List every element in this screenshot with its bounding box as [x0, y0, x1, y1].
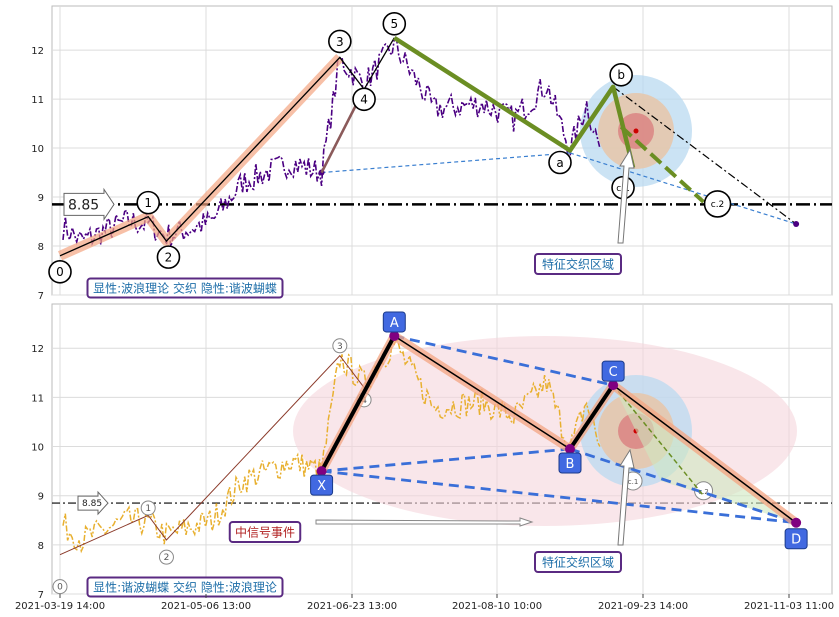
bottom-faint-wave-label: c.2: [698, 488, 709, 496]
bottom-faint-wave-label: 3: [337, 342, 343, 352]
x-tick-label: 2021-06-23 13:00: [307, 601, 397, 612]
bottom-y-tick-label: 10: [31, 443, 44, 454]
bottom-faint-wave-circle: [332, 338, 348, 354]
x-tick-label: 2021-08-10 10:00: [452, 601, 542, 612]
bottom-y-tick-label: 8: [38, 541, 44, 552]
bottom-annotation-label-box: [534, 551, 622, 573]
bottom-faint-wave-label: 0: [57, 583, 63, 593]
bottom-faint-wave-label: c.1: [628, 478, 639, 486]
top-wave-label-a-circle: [548, 150, 572, 175]
bottom-harmonic-label-X: X: [317, 479, 326, 494]
top-trendline-bd: [612, 86, 797, 225]
bottom-harmonic-marker-A: [382, 311, 406, 333]
bottom-harmonic-point-B: [565, 444, 575, 454]
bottom-price-series: [62, 336, 601, 554]
bottom-harmonic-marker-X: [310, 474, 334, 496]
top-point-d: [793, 220, 800, 227]
top-wave-c2-leg: [619, 125, 705, 204]
top-annotation-arrow: [617, 148, 635, 244]
bottom-harmonic-dash-BD: [569, 447, 797, 525]
bottom-harmonic-point-D: [791, 517, 802, 528]
x-tick-label: 2021-05-06 13:00: [161, 601, 251, 612]
top-trendline-ad: [569, 152, 797, 225]
top-wave-label-3-circle: [328, 29, 352, 54]
bottom-price-level-arrow: [77, 490, 109, 516]
bottom-harmonic-label-A: A: [390, 316, 399, 331]
top-wave-label-0-circle: [48, 260, 72, 284]
top-wave-label-b-circle: [609, 63, 633, 87]
top-wave-label-a: a: [556, 156, 563, 170]
top-wave-label-b: b: [617, 68, 625, 82]
top-annotation-label: 特征交织区域: [542, 257, 614, 272]
top-wave-label-5-circle: [382, 12, 407, 36]
top-wave-label-0: 0: [56, 265, 64, 279]
top-wave-impulse-line: [59, 37, 395, 257]
bottom-harmonic-dash-AC: [393, 334, 614, 387]
bottom-y-tick-label: 9: [38, 492, 44, 503]
bottom-event-label-box: [228, 521, 302, 543]
top-caption-box: [86, 277, 284, 299]
top-annotation-label-box: [534, 253, 622, 275]
top-y-tick-label: 10: [31, 144, 44, 155]
bottom-y-tick-label: 11: [31, 393, 44, 404]
bottom-harmonic-marker-B: [558, 452, 582, 474]
top-wave-label-1: 1: [144, 196, 152, 210]
top-wave-label-4-circle: [352, 87, 376, 112]
top-wave-label-c-2: c.2: [711, 200, 725, 210]
top-wave-label-2: 2: [165, 250, 173, 264]
top-y-tick-label: 9: [38, 193, 44, 204]
top-wave-label-3: 3: [336, 35, 344, 49]
top-plot-area: [51, 5, 833, 296]
bottom-annotation-arrow: [617, 448, 635, 546]
bottom-harmonic-marker-D: [784, 528, 808, 550]
bottom-y-tick-label: 7: [38, 590, 44, 601]
bottom-event-arrow: [315, 517, 534, 527]
bottom-price-level-label: 8.85: [82, 499, 102, 509]
bottom-caption-box: [86, 576, 284, 598]
x-tick-label: 2021-03-19 14:00: [15, 601, 105, 612]
top-caption: 显性:波浪理论 交织 隐性:谐波蝴蝶: [93, 281, 277, 296]
bottom-caption: 显性:谐波蝴蝶 交织 隐性:波浪理论: [93, 580, 277, 595]
bottom-harmonic-marker-C: [601, 360, 625, 382]
top-wave-label-2-circle: [156, 245, 181, 269]
x-tick-label: 2021-09-23 14:00: [598, 601, 688, 612]
bottom-leg-XA: [319, 335, 397, 473]
bottom-event-label: 中信号事件: [235, 525, 295, 540]
top-price-level-label: 8.85: [68, 197, 99, 213]
bottom-faint-wave-circle: [52, 579, 68, 595]
bottom-leg-CD: [612, 384, 797, 524]
bottom-harmonic-point-C: [608, 380, 619, 391]
bottom-harmonic-point-A: [389, 330, 400, 341]
bottom-y-tick-label: 12: [31, 344, 44, 355]
top-y-tick-label: 7: [38, 291, 44, 302]
x-tick-label: 2021-11-03 11:00: [744, 601, 834, 612]
top-y-tick-label: 12: [31, 46, 44, 57]
bottom-faint-wave-label: 1: [145, 504, 151, 514]
bottom-harmonic-label-B: B: [566, 457, 575, 472]
top-price-level-arrow: [63, 187, 115, 222]
bottom-leg-AB: [393, 335, 571, 450]
bottom-harmonic-point-X: [316, 466, 327, 477]
top-wave-label-5: 5: [390, 17, 398, 31]
top-zone-center: [633, 128, 639, 134]
bottom-faint-wave-circle: [140, 500, 156, 516]
bottom-harmonic-label-D: D: [791, 533, 801, 548]
bottom-leg-BC: [568, 383, 615, 451]
top-wave-label-4: 4: [360, 93, 368, 107]
top-wave-label-1-circle: [136, 190, 161, 215]
bottom-faint-wave-circle: [158, 549, 174, 565]
bottom-faint-wave-label: 2: [164, 553, 170, 563]
bottom-harmonic-label-C: C: [609, 365, 618, 380]
bottom-annotation-label: 特征交织区域: [542, 555, 614, 570]
bottom-faint-wave-line: [59, 354, 365, 556]
top-wave-label-c-2-circle: [703, 190, 732, 218]
top-y-tick-label: 8: [38, 242, 44, 253]
bottom-harmonic-dash-XB: [321, 447, 571, 473]
top-y-tick-label: 11: [31, 95, 44, 106]
